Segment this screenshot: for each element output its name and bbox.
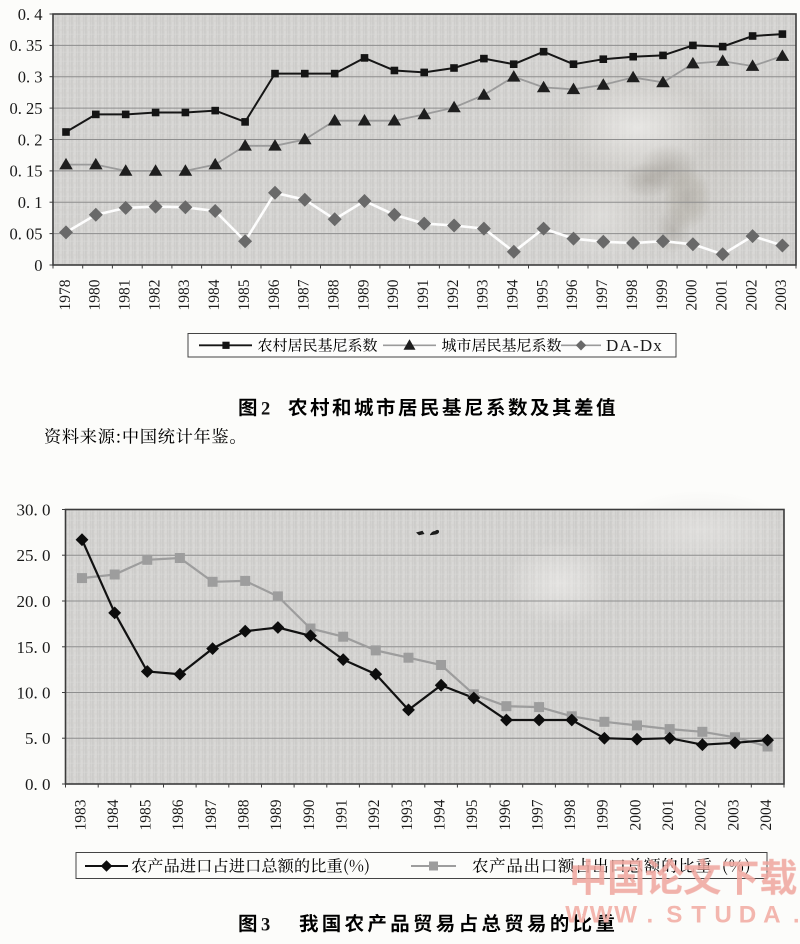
svg-text:S: S xyxy=(666,902,682,929)
svg-text:1986: 1986 xyxy=(170,799,187,830)
svg-text:2004: 2004 xyxy=(758,799,775,830)
svg-text:1994: 1994 xyxy=(505,279,522,310)
svg-text:W: W xyxy=(590,902,613,929)
svg-text:1992: 1992 xyxy=(366,800,383,831)
svg-text:1978: 1978 xyxy=(57,279,74,310)
svg-text:25. 0: 25. 0 xyxy=(17,546,51,565)
svg-text:1986: 1986 xyxy=(266,279,283,310)
svg-text:1987: 1987 xyxy=(203,799,220,830)
svg-text:1994: 1994 xyxy=(431,799,448,830)
svg-text:20. 0: 20. 0 xyxy=(17,592,51,611)
svg-text:1992: 1992 xyxy=(445,280,462,311)
svg-text:1998: 1998 xyxy=(624,279,641,310)
svg-text:T: T xyxy=(691,902,706,929)
svg-text:0. 05: 0. 05 xyxy=(10,224,43,243)
svg-text:1980: 1980 xyxy=(87,279,104,310)
svg-text:30. 0: 30. 0 xyxy=(17,501,51,520)
svg-text:1985: 1985 xyxy=(138,799,155,830)
svg-text:1988: 1988 xyxy=(326,279,343,310)
svg-text:1993: 1993 xyxy=(475,279,492,310)
svg-text:5. 0: 5. 0 xyxy=(25,729,51,748)
svg-text:1989: 1989 xyxy=(355,279,372,310)
svg-text:10. 0: 10. 0 xyxy=(17,684,51,703)
svg-text:0. 3: 0. 3 xyxy=(18,68,43,87)
svg-text:1995: 1995 xyxy=(534,279,551,310)
svg-text:1999: 1999 xyxy=(654,279,671,310)
svg-text:1991: 1991 xyxy=(415,280,432,311)
svg-text:1983: 1983 xyxy=(176,279,193,310)
svg-text:1997: 1997 xyxy=(594,279,611,310)
svg-text:0. 0: 0. 0 xyxy=(25,775,51,794)
svg-text:2001: 2001 xyxy=(714,280,731,311)
svg-text:2001: 2001 xyxy=(660,800,677,831)
svg-text:A: A xyxy=(763,902,780,929)
svg-text:1996: 1996 xyxy=(564,279,581,310)
svg-text:0. 2: 0. 2 xyxy=(18,130,43,149)
svg-text:1982: 1982 xyxy=(146,280,163,311)
svg-text:.: . xyxy=(793,902,800,929)
svg-text:1997: 1997 xyxy=(529,799,546,830)
svg-text:1983: 1983 xyxy=(72,799,89,830)
svg-text:0. 25: 0. 25 xyxy=(10,99,43,118)
svg-text:1984: 1984 xyxy=(206,279,223,310)
svg-text:1988: 1988 xyxy=(236,799,253,830)
svg-text:.: . xyxy=(647,902,654,929)
svg-text:1985: 1985 xyxy=(236,279,253,310)
svg-text:0: 0 xyxy=(34,256,42,275)
svg-text:1989: 1989 xyxy=(268,799,285,830)
svg-text:1987: 1987 xyxy=(296,279,313,310)
svg-text:DA-Dx: DA-Dx xyxy=(606,336,663,355)
svg-text:0. 1: 0. 1 xyxy=(18,193,43,212)
svg-text:15. 0: 15. 0 xyxy=(17,638,51,657)
svg-text:0. 4: 0. 4 xyxy=(18,5,43,24)
svg-text:2002: 2002 xyxy=(743,280,760,311)
svg-text:W: W xyxy=(565,902,588,929)
svg-text:1993: 1993 xyxy=(399,799,416,830)
svg-text:1981: 1981 xyxy=(117,280,134,311)
svg-text:1990: 1990 xyxy=(301,799,318,830)
svg-text:2002: 2002 xyxy=(693,800,710,831)
svg-text:1991: 1991 xyxy=(334,800,351,831)
svg-text:0. 35: 0. 35 xyxy=(10,36,43,55)
svg-text:1990: 1990 xyxy=(385,279,402,310)
svg-text:1998: 1998 xyxy=(562,799,579,830)
svg-text:1984: 1984 xyxy=(105,799,122,830)
svg-text:1999: 1999 xyxy=(595,799,612,830)
svg-text:U: U xyxy=(714,902,731,929)
svg-text:2003: 2003 xyxy=(773,279,790,310)
svg-text:3: 3 xyxy=(261,916,270,936)
svg-text:2000: 2000 xyxy=(684,279,701,310)
svg-text:2000: 2000 xyxy=(627,799,644,830)
svg-text:1995: 1995 xyxy=(464,799,481,830)
svg-text:1996: 1996 xyxy=(497,799,514,830)
svg-text:D: D xyxy=(739,902,756,929)
svg-text:2: 2 xyxy=(261,400,270,420)
svg-text:0. 15: 0. 15 xyxy=(10,162,43,181)
svg-text:W: W xyxy=(614,902,637,929)
svg-text:2003: 2003 xyxy=(725,799,742,830)
